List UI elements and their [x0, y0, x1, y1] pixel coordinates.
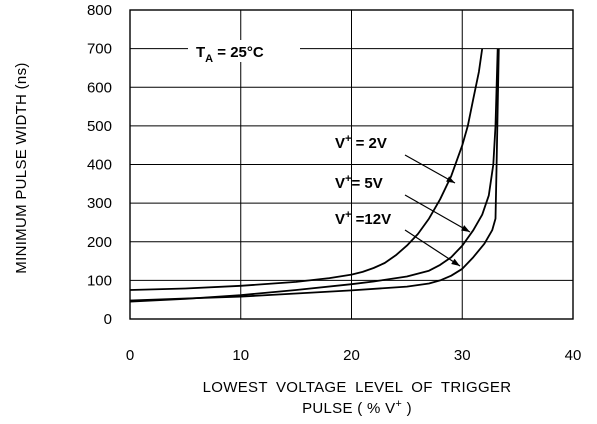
series-line-2: [129, 48, 500, 302]
series-labels: V+ = 2V V+= 5V V+ =12V: [335, 133, 471, 267]
x-axis-label-line1: LOWEST VOLTAGE LEVEL OF TRIGGER: [203, 379, 512, 396]
y-tick-100: 100: [87, 272, 112, 289]
leader-arrow-1: [461, 225, 470, 232]
leader-line-1: [404, 194, 471, 233]
y-tick-200: 200: [87, 234, 112, 251]
series-label-1: V+= 5V: [335, 173, 383, 192]
y-tick-600: 600: [87, 79, 112, 96]
x-tick-20: 20: [343, 347, 360, 364]
leader-line-0: [404, 154, 456, 184]
ta-sub: A: [205, 53, 213, 65]
x-axis-label-line2: PULSE ( % V+ ): [302, 398, 412, 417]
y-tick-500: 500: [87, 118, 112, 135]
ta-annotation: TA = 25°C: [188, 40, 300, 65]
y-tick-700: 700: [87, 41, 112, 58]
series-line-1: [129, 48, 499, 303]
leader-arrow-0: [446, 176, 455, 183]
x-tick-40: 40: [565, 347, 582, 364]
x-tick-10: 10: [232, 347, 249, 364]
leader-arrow-2: [451, 258, 460, 266]
x-axis-label-line2-suffix: ): [402, 400, 412, 417]
y-axis-label: MINIMUM PULSE WIDTH (ns): [13, 62, 30, 273]
leader-line-2: [404, 229, 461, 267]
curves: [129, 48, 500, 303]
y-tick-0: 0: [104, 311, 112, 328]
svg-text:TA = 25°C: TA = 25°C: [196, 44, 264, 65]
ta-main: T: [196, 44, 205, 61]
x-tick-0: 0: [126, 347, 134, 364]
x-axis-label-line2-sup: +: [395, 398, 402, 410]
series-label-2: V+ =12V: [335, 209, 391, 228]
series-line-0: [129, 48, 484, 291]
plot-frame: [129, 9, 574, 320]
x-tick-labels: 0 10 20 30 40: [126, 347, 582, 364]
series-label-0: V+ = 2V: [335, 133, 387, 152]
y-tick-800: 800: [87, 2, 112, 19]
x-axis-label-line2-prefix: PULSE ( % V: [302, 400, 395, 417]
y-tick-400: 400: [87, 157, 112, 174]
x-tick-30: 30: [454, 347, 471, 364]
y-tick-labels: 0 100 200 300 400 500 600 700 800: [87, 2, 112, 328]
ta-rest: = 25°C: [213, 44, 264, 61]
y-tick-300: 300: [87, 195, 112, 212]
